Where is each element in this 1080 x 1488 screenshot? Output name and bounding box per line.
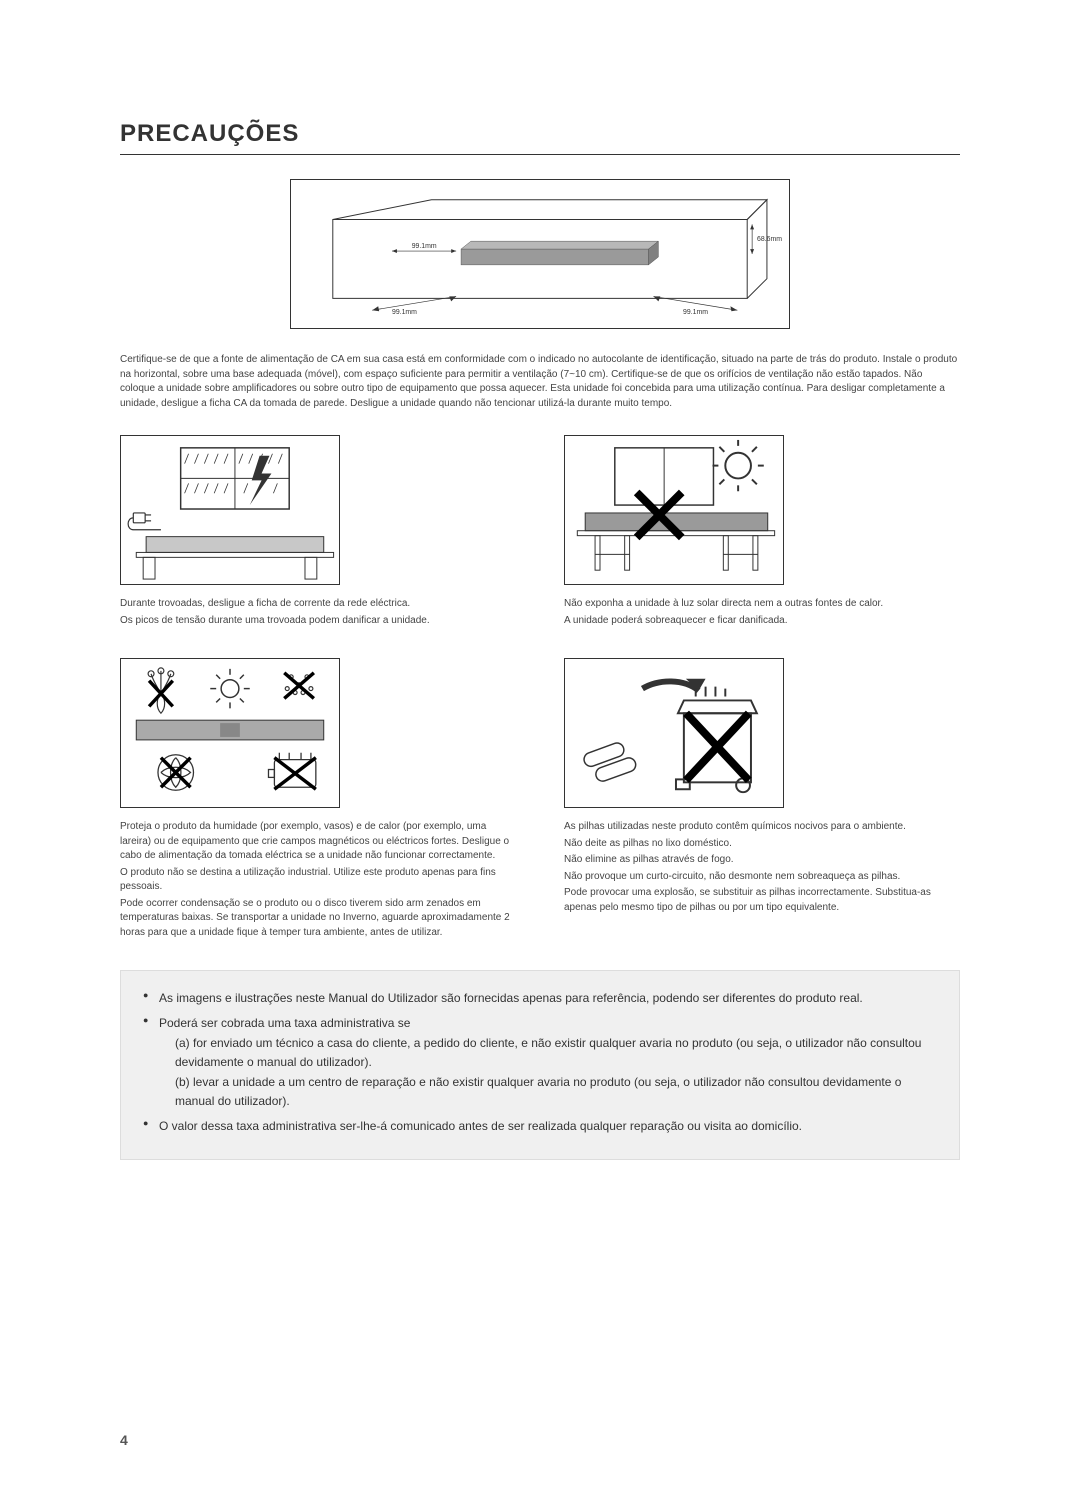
illus-battery — [564, 658, 784, 808]
note-item: As imagens e ilustrações neste Manual do… — [143, 989, 937, 1008]
dim-left: 99.1mm — [412, 243, 437, 250]
illus-storm — [120, 435, 340, 585]
intro-paragraph: Certifique-se de que a fonte de alimenta… — [120, 353, 960, 411]
precaution-grid: Durante trovoadas, desligue a ficha de c… — [120, 435, 960, 942]
note-item: O valor dessa taxa administrativa ser-lh… — [143, 1117, 937, 1136]
note-box: As imagens e ilustrações neste Manual do… — [120, 970, 960, 1160]
dim-right: 68.6mm — [757, 236, 782, 243]
caption-battery: As pilhas utilizadas neste produto contê… — [564, 820, 960, 915]
cell-storm: Durante trovoadas, desligue a ficha de c… — [120, 435, 516, 630]
page-number: 4 — [120, 1432, 128, 1448]
cell-sun: Não exponha a unidade à luz solar direct… — [564, 435, 960, 630]
caption-storm: Durante trovoadas, desligue a ficha de c… — [120, 597, 516, 628]
illus-sun — [564, 435, 784, 585]
dim-bl: 99.1mm — [392, 309, 417, 316]
cell-hazards: Proteja o produto da humidade (por exemp… — [120, 658, 516, 942]
caption-hazards: Proteja o produto da humidade (por exemp… — [120, 820, 516, 940]
page-title: PRECAUÇÕES — [120, 120, 960, 155]
top-diagram: 99.1mm 68.6mm 99.1mm 99.1mm — [290, 179, 790, 329]
caption-sun: Não exponha a unidade à luz solar direct… — [564, 597, 960, 628]
note-item: Poderá ser cobrada uma taxa administrati… — [143, 1014, 937, 1111]
cell-battery: As pilhas utilizadas neste produto contê… — [564, 658, 960, 942]
dim-br: 99.1mm — [683, 309, 708, 316]
illus-hazards — [120, 658, 340, 808]
